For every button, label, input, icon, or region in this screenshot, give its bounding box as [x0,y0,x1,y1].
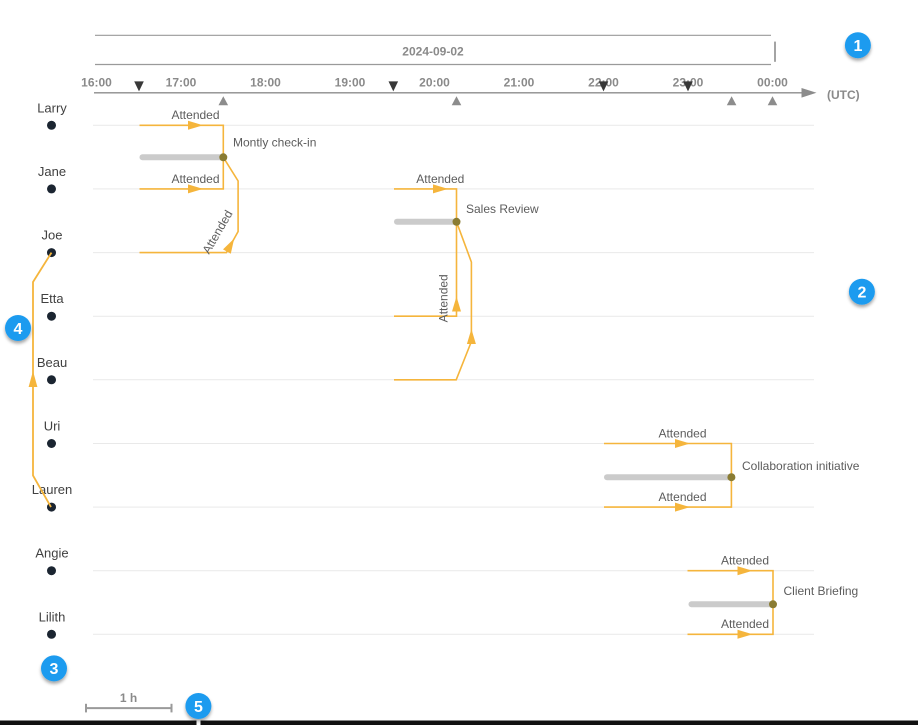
svg-text:1: 1 [853,38,862,55]
svg-text:21:00: 21:00 [504,76,535,90]
svg-text:Attended: Attended [171,108,219,122]
svg-text:Larry: Larry [37,100,67,115]
svg-text:Attended: Attended [437,274,451,322]
svg-text:Lilith: Lilith [39,609,66,624]
svg-text:Collaboration initiative: Collaboration initiative [742,459,860,473]
svg-text:Uri: Uri [44,419,61,434]
svg-text:(UTC): (UTC) [827,88,860,102]
svg-text:Attended: Attended [416,172,464,186]
svg-text:Lauren: Lauren [32,482,72,497]
svg-text:Attended: Attended [658,426,706,440]
svg-text:16:00: 16:00 [81,76,112,90]
svg-text:Attended: Attended [658,490,706,504]
svg-text:19:00: 19:00 [335,76,366,90]
svg-text:5: 5 [194,699,203,716]
svg-text:18:00: 18:00 [250,76,281,90]
svg-text:Montly check-in: Montly check-in [233,135,316,149]
svg-text:3: 3 [50,661,59,678]
svg-text:1 h: 1 h [120,691,137,705]
svg-text:Joe: Joe [42,228,63,243]
svg-text:Jane: Jane [38,164,66,179]
svg-text:Attended: Attended [721,554,769,568]
svg-text:2024-09-02: 2024-09-02 [402,45,464,59]
svg-text:Sales Review: Sales Review [466,202,539,216]
svg-text:Attended: Attended [721,617,769,631]
svg-text:Etta: Etta [40,291,64,306]
svg-text:00:00: 00:00 [757,76,788,90]
svg-text:Angie: Angie [35,546,68,561]
svg-text:Beau: Beau [37,355,67,370]
svg-text:2: 2 [857,285,866,302]
svg-text:Client Briefing: Client Briefing [784,584,859,598]
svg-text:20:00: 20:00 [419,76,450,90]
svg-text:4: 4 [14,321,23,338]
svg-text:17:00: 17:00 [166,76,197,90]
svg-text:Attended: Attended [171,172,219,186]
